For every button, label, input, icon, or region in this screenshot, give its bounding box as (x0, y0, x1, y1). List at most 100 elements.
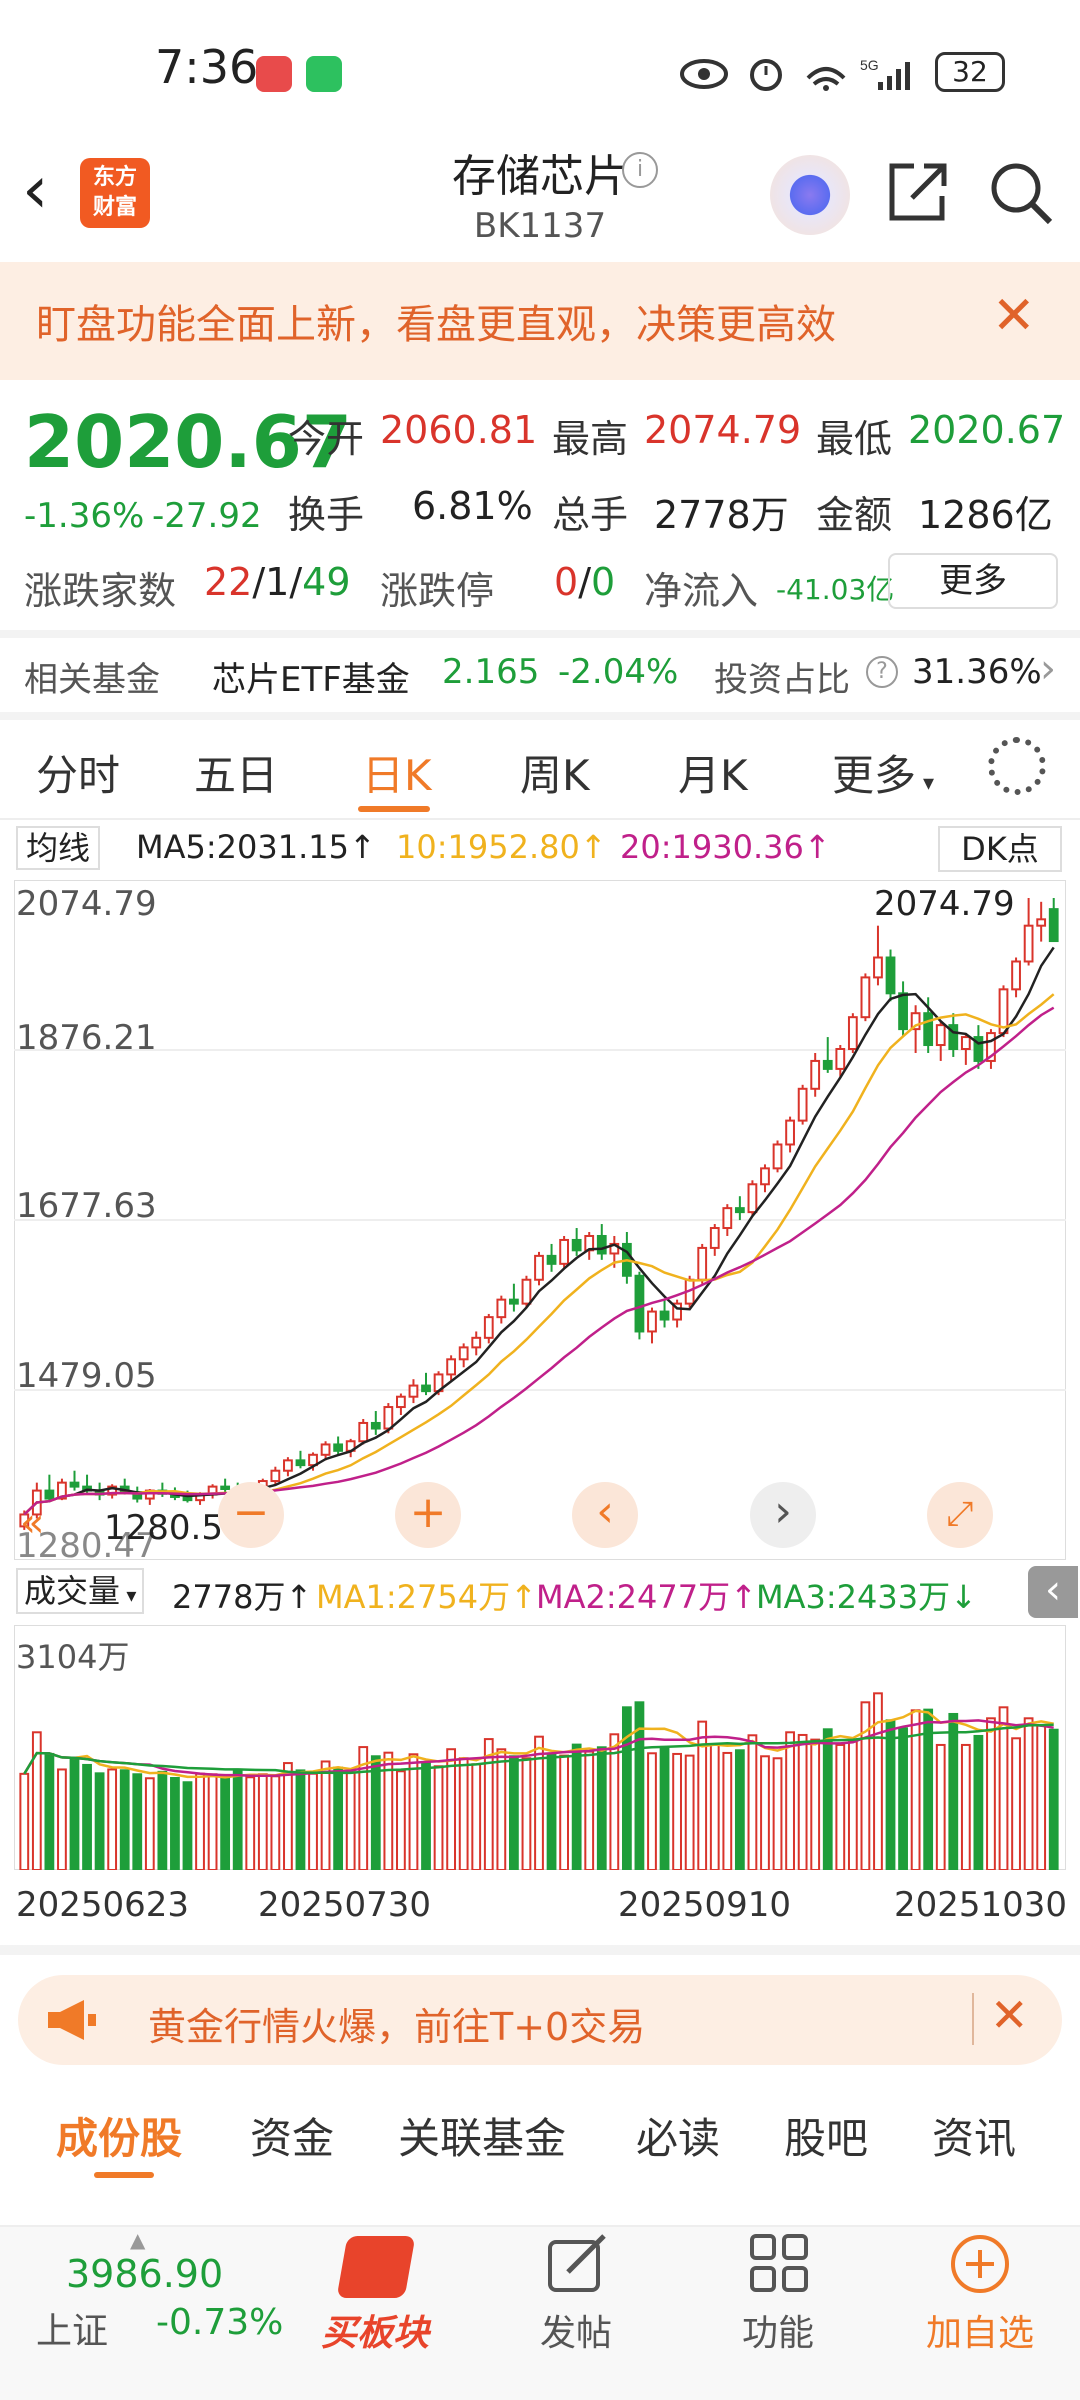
zoom-in-icon[interactable]: + (395, 1482, 461, 1548)
updown-label: 涨跌家数 (24, 569, 177, 613)
tab-constituents[interactable]: 成份股 (56, 2114, 183, 2163)
volume-bar (1023, 1717, 1034, 1870)
volume-bar (986, 1717, 996, 1870)
chevron-left-icon[interactable]: ‹ (572, 1482, 638, 1548)
chevron-right-icon[interactable]: › (1040, 646, 1056, 692)
volume-bar (797, 1733, 808, 1870)
indicator-selector[interactable]: 均线 (16, 826, 101, 870)
back-icon[interactable]: ‹ (22, 151, 49, 228)
volume-ma-line (23, 1723, 1054, 1775)
index-value[interactable]: 3986.90 (66, 2252, 224, 2296)
updown-counts: 22/1/49 (204, 560, 351, 604)
tab-intraday[interactable]: 分时 (36, 751, 121, 800)
ma20-value: 20:1930.36↑ (620, 828, 831, 866)
gear-icon[interactable] (988, 737, 1046, 795)
divider (0, 630, 1080, 638)
volume-bar (245, 1776, 256, 1870)
app-logo: 东方 财富 (80, 158, 150, 228)
candle-body (910, 1012, 921, 1031)
candlestick-chart[interactable] (14, 880, 1066, 1560)
candle-body (534, 1254, 544, 1281)
candle-body (810, 1059, 821, 1090)
feature-banner[interactable] (0, 262, 1080, 380)
share-icon[interactable] (884, 160, 950, 226)
volume-bar (107, 1768, 118, 1870)
limit-label: 涨跌停 (380, 569, 495, 613)
info-icon[interactable]: i (622, 152, 658, 188)
ma20-line (23, 1006, 1055, 1516)
y-axis-label: 2074.79 (16, 884, 157, 924)
tab-daily-k[interactable]: 日K (362, 751, 432, 800)
fund-label: 相关基金 (24, 660, 160, 700)
status-bar: 7:36 5G 32 (0, 0, 1080, 135)
amount-value: 1286亿 (918, 493, 1053, 537)
tab-forum[interactable]: 股吧 (784, 2114, 869, 2163)
promo-close-icon[interactable]: ✕ (990, 1988, 1029, 2042)
volume-bar (1011, 1737, 1021, 1870)
more-button[interactable]: 更多 (888, 553, 1058, 609)
candle-body (960, 1036, 971, 1051)
volume-selector[interactable]: 成交量 ▾ (16, 1568, 145, 1614)
expand-icon[interactable]: ⤢ (927, 1482, 993, 1548)
search-icon[interactable] (988, 160, 1054, 226)
candle-body (270, 1469, 281, 1483)
candle-body (220, 1485, 231, 1491)
volume-bar (709, 1743, 720, 1870)
divider (972, 1993, 974, 2045)
add-watchlist-button[interactable]: 加自选 (925, 2313, 1034, 2354)
open-value: 2060.81 (380, 408, 538, 452)
candle-body (1036, 918, 1047, 927)
volume-bar (94, 1772, 105, 1870)
volume-bar (960, 1743, 971, 1870)
tab-monthly-k[interactable]: 月K (678, 751, 748, 800)
candle-body (1023, 924, 1034, 963)
max-price-label: 2074.79 (874, 884, 1015, 924)
volume-bar (31, 1731, 42, 1870)
x-axis-label: 20250730 (258, 1885, 432, 1925)
promo-banner[interactable] (18, 1975, 1062, 2065)
tab-underline (358, 806, 430, 812)
zoom-out-icon[interactable]: − (218, 1482, 284, 1548)
limit-counts: 0/0 (554, 560, 616, 604)
collapse-panel-icon[interactable]: ‹ (1028, 1566, 1078, 1618)
banner-close-icon[interactable]: ✕ (992, 286, 1036, 346)
volume-bar (873, 1692, 883, 1870)
dk-button[interactable]: DK点 (938, 826, 1062, 872)
turnover-value: 6.81% (412, 484, 533, 528)
function-button[interactable]: 功能 (741, 2313, 814, 2354)
candle-body (734, 1207, 745, 1214)
volume-bar (647, 1752, 657, 1870)
candle-body (107, 1485, 118, 1496)
buy-sector-button[interactable]: 买板块 (320, 2313, 429, 2354)
candle-body (672, 1302, 682, 1321)
volume-bar (559, 1754, 570, 1870)
divider (0, 712, 1080, 720)
help-icon[interactable]: ? (866, 656, 898, 688)
tab-must-read[interactable]: 必读 (636, 2114, 721, 2163)
assistant-avatar-icon[interactable] (770, 155, 850, 235)
tab-five-day[interactable]: 五日 (194, 751, 279, 800)
tab-news[interactable]: 资讯 (932, 2114, 1017, 2163)
volume-bar (370, 1755, 381, 1870)
chevron-right-icon[interactable]: › (750, 1482, 816, 1548)
candle-body (835, 1048, 846, 1070)
index-name: 上证 (36, 2311, 109, 2352)
candle-body (559, 1238, 570, 1265)
volume-bar (521, 1757, 532, 1870)
tab-more[interactable]: 更多 ▾ (832, 751, 935, 800)
post-button[interactable]: 发帖 (539, 2313, 612, 2354)
fund-name[interactable]: 芯片ETF基金 (212, 660, 410, 700)
volume-bar (446, 1748, 457, 1870)
candle-body (873, 956, 883, 979)
tab-related-funds[interactable]: 关联基金 (398, 2114, 567, 2163)
expand-up-icon[interactable]: ▲ (130, 2228, 146, 2252)
candle-body (546, 1254, 557, 1265)
tab-weekly-k[interactable]: 周K (520, 751, 590, 800)
tab-capital[interactable]: 资金 (250, 2114, 335, 2163)
volume-bar (659, 1745, 670, 1870)
rewind-icon[interactable]: « (20, 1500, 45, 1546)
candle-body (847, 1016, 858, 1051)
volume-bar (596, 1746, 607, 1870)
volume-bar (772, 1757, 783, 1870)
volume-bar (396, 1770, 406, 1870)
